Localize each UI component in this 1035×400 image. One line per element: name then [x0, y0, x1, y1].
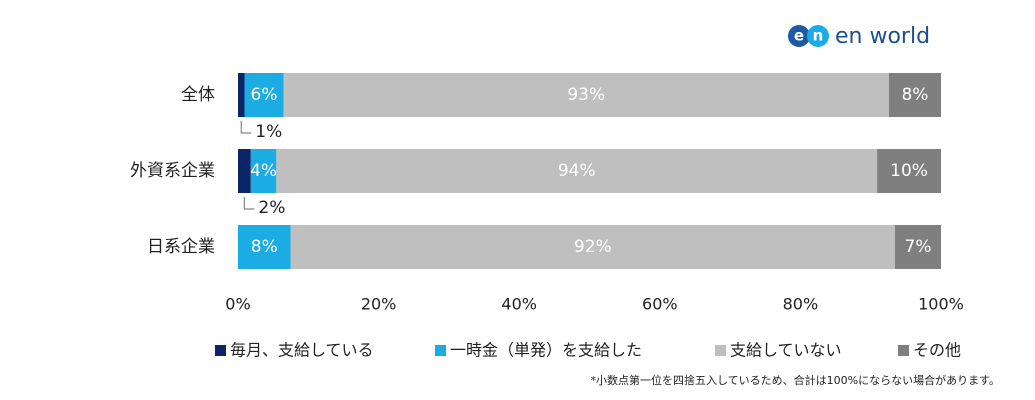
value-label: 92% — [574, 237, 612, 257]
bar-segment — [283, 73, 889, 117]
legend-label: 支給していない — [730, 341, 842, 360]
value-label: 8% — [901, 85, 928, 105]
bar-segment — [238, 73, 245, 117]
bar-segment — [290, 225, 896, 269]
value-label: 7% — [905, 237, 932, 257]
legend-swatch — [215, 345, 226, 356]
legend-swatch — [715, 345, 726, 356]
leader-line — [243, 197, 255, 210]
x-tick-label: 40% — [501, 295, 537, 314]
bar-segment — [250, 149, 277, 193]
value-label: 4% — [250, 161, 277, 181]
footnote: *小数点第一位を四捨五入しているため、合計は100%にならない場合があります。 — [590, 373, 1000, 387]
legend-label: その他 — [913, 341, 961, 360]
x-tick-label: 0% — [225, 295, 250, 314]
category-label: 全体 — [181, 85, 215, 105]
bar-segment — [888, 73, 941, 117]
x-tick-label: 100% — [918, 295, 964, 314]
logo-mark: e — [794, 27, 804, 45]
value-label: 8% — [251, 237, 278, 257]
logo-circle — [807, 25, 829, 47]
logo-circle — [788, 25, 810, 47]
bar-segment — [895, 225, 941, 269]
x-tick-label: 60% — [642, 295, 678, 314]
value-label: 2% — [258, 198, 285, 218]
value-label: 1% — [255, 122, 282, 142]
legend-label: 毎月、支給している — [230, 341, 374, 360]
value-label: 93% — [567, 85, 605, 105]
bar-segment — [244, 73, 284, 117]
legend-swatch — [435, 345, 446, 356]
category-label: 日系企業 — [147, 237, 215, 257]
bar-segment — [238, 225, 291, 269]
value-label: 10% — [890, 161, 928, 181]
logo-mark: n — [813, 27, 824, 45]
value-label: 94% — [558, 161, 596, 181]
value-label: 6% — [251, 85, 278, 105]
x-tick-label: 80% — [783, 295, 819, 314]
x-tick-label: 20% — [361, 295, 397, 314]
leader-line — [240, 121, 252, 134]
bar-segment — [877, 149, 941, 193]
bar-segment — [276, 149, 878, 193]
logo-text: en world — [835, 24, 930, 49]
category-label: 外資系企業 — [130, 161, 215, 181]
logo: e n en world — [788, 24, 930, 49]
legend-swatch — [898, 345, 909, 356]
bar-segment — [238, 149, 251, 193]
legend-label: 一時金（単発）を支給した — [450, 341, 642, 360]
